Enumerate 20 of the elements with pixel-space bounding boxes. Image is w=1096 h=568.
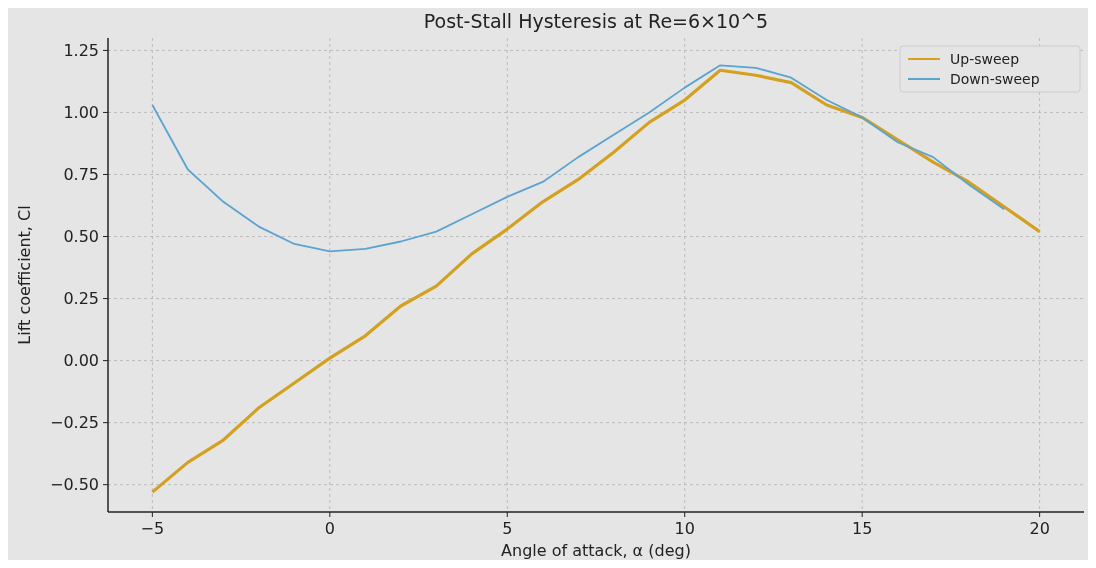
y-tick-label: 0.50 xyxy=(63,227,99,247)
y-tick-label: 1.25 xyxy=(63,41,99,61)
y-tick-label: −0.50 xyxy=(49,475,99,495)
y-tick-label: −0.25 xyxy=(49,413,99,433)
legend-label: Up-sweep xyxy=(950,50,1020,67)
y-tick-label: 0.75 xyxy=(63,165,99,185)
y-tick-label: 0.25 xyxy=(63,289,99,309)
y-tick-label: 1.00 xyxy=(63,103,99,123)
y-tick-label: 0.00 xyxy=(63,351,99,371)
x-tick-label: 20 xyxy=(1029,519,1050,538)
line-series xyxy=(150,68,1042,494)
y-axis-title: Lift coefficient, Cl xyxy=(15,205,34,345)
x-tick-label: −5 xyxy=(140,519,165,538)
x-tick-label: 5 xyxy=(502,519,513,538)
chart-title: Post-Stall Hysteresis at Re=6×10^5 xyxy=(423,10,769,32)
x-tick-label: 10 xyxy=(674,519,695,538)
x-tick-label: 0 xyxy=(324,519,335,538)
x-axis-title: Angle of attack, α (deg) xyxy=(501,541,691,560)
legend-label: Down-sweep xyxy=(950,70,1040,87)
x-tick-label: 15 xyxy=(852,519,873,538)
